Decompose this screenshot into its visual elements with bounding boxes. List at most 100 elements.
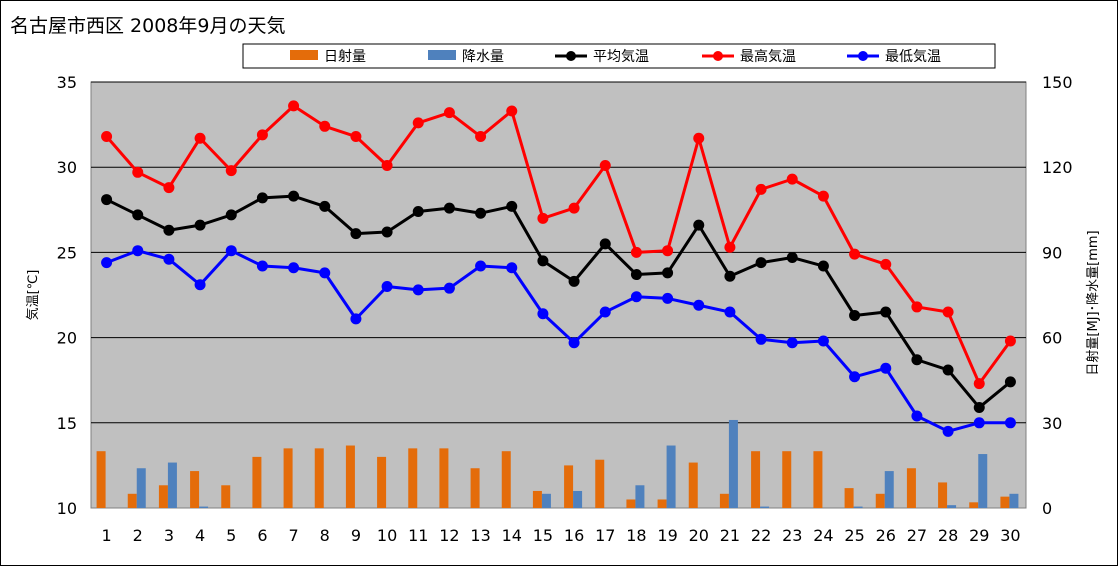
data-point	[350, 131, 362, 143]
legend-label: 日射量	[324, 49, 366, 65]
data-point	[163, 224, 175, 236]
x-axis: 1 2 3 4 5 6 7 8 9 10 11 12 13 14 15 16 17 18 19 20 21 22 23 24 2…	[101, 526, 1020, 545]
data-point	[381, 280, 393, 292]
x-tick: 1	[101, 526, 111, 545]
y-tick-left: 20	[57, 329, 77, 348]
bar-rain	[1009, 493, 1019, 508]
data-point	[101, 257, 113, 269]
bar-solar	[283, 448, 293, 508]
data-point	[911, 301, 923, 313]
data-point	[443, 202, 455, 214]
bars	[96, 419, 1019, 508]
data-point	[786, 337, 798, 349]
bar-rain	[884, 471, 894, 508]
x-tick: 14	[502, 526, 522, 545]
data-point	[662, 245, 674, 257]
data-point	[475, 131, 487, 143]
data-point	[163, 253, 175, 265]
data-point	[942, 364, 954, 376]
bar-rain	[573, 490, 583, 508]
data-point	[973, 417, 985, 429]
data-point	[537, 212, 549, 224]
data-point	[849, 248, 861, 260]
y-tick-left: 10	[57, 499, 77, 518]
y-tick-right: 30	[1042, 414, 1062, 433]
y-tick-right: 60	[1042, 329, 1062, 348]
x-tick: 13	[470, 526, 490, 545]
y-tick-right: 120	[1042, 158, 1073, 177]
legend: 日射量 降水量 平均気温 最高気温 最低気温	[242, 43, 996, 69]
x-tick: 7	[288, 526, 298, 545]
data-point	[194, 132, 206, 144]
bar-solar	[439, 448, 449, 508]
y-tick-left: 25	[57, 243, 77, 262]
legend-label: 最高気温	[740, 48, 796, 65]
data-point	[973, 378, 985, 390]
data-point	[724, 270, 736, 282]
data-point	[849, 371, 861, 383]
y-tick-right: 90	[1042, 243, 1062, 262]
bar-solar	[657, 499, 667, 508]
bar-rain	[666, 445, 676, 508]
data-point	[194, 219, 206, 231]
legend-swatch-marker	[713, 51, 723, 61]
data-point	[443, 107, 455, 119]
data-point	[381, 226, 393, 238]
bar-rain	[541, 493, 551, 508]
data-point	[132, 245, 144, 257]
data-point	[319, 200, 331, 212]
data-point	[443, 282, 455, 294]
data-point	[537, 308, 549, 320]
bar-solar	[595, 459, 605, 508]
bar-solar	[252, 456, 262, 508]
legend-swatch	[290, 50, 318, 60]
y-axis-left-label: 気温[℃]	[25, 270, 41, 321]
data-point	[412, 206, 424, 218]
data-point	[288, 190, 300, 202]
bar-solar	[875, 493, 885, 508]
legend-label: 降水量	[462, 49, 504, 65]
x-tick: 15	[533, 526, 553, 545]
data-point	[475, 260, 487, 272]
data-point	[817, 260, 829, 272]
data-point	[225, 245, 237, 257]
data-point	[288, 100, 300, 112]
x-tick: 20	[689, 526, 709, 545]
bar-solar	[782, 451, 792, 508]
gridlines	[91, 81, 1026, 424]
data-point	[506, 262, 518, 274]
data-point	[693, 299, 705, 311]
data-point	[1004, 376, 1016, 388]
x-tick: 26	[876, 526, 896, 545]
bar-solar	[501, 451, 511, 508]
x-tick: 12	[439, 526, 459, 545]
data-point	[973, 401, 985, 413]
data-point	[350, 313, 362, 325]
x-tick: 3	[164, 526, 174, 545]
data-point	[786, 173, 798, 185]
plot-area	[90, 81, 1027, 509]
y-tick-left: 30	[57, 158, 77, 177]
data-point	[319, 267, 331, 279]
data-point	[225, 165, 237, 177]
x-tick: 5	[226, 526, 236, 545]
data-point	[693, 219, 705, 231]
legend-swatch-marker	[566, 51, 576, 61]
x-tick: 23	[782, 526, 802, 545]
x-tick: 27	[907, 526, 927, 545]
x-tick: 9	[351, 526, 361, 545]
x-tick: 10	[377, 526, 397, 545]
data-point	[1004, 335, 1016, 347]
data-point	[225, 209, 237, 221]
y-axis-left: 10 15 20 25 30 35	[57, 73, 77, 518]
bar-solar	[221, 485, 231, 508]
data-point	[506, 105, 518, 117]
data-point	[817, 190, 829, 202]
bar-solar	[688, 462, 698, 508]
bar-rain	[635, 485, 645, 508]
legend-swatch-marker	[858, 51, 868, 61]
bar-solar	[377, 456, 387, 508]
data-point	[880, 362, 892, 374]
data-point	[163, 182, 175, 194]
